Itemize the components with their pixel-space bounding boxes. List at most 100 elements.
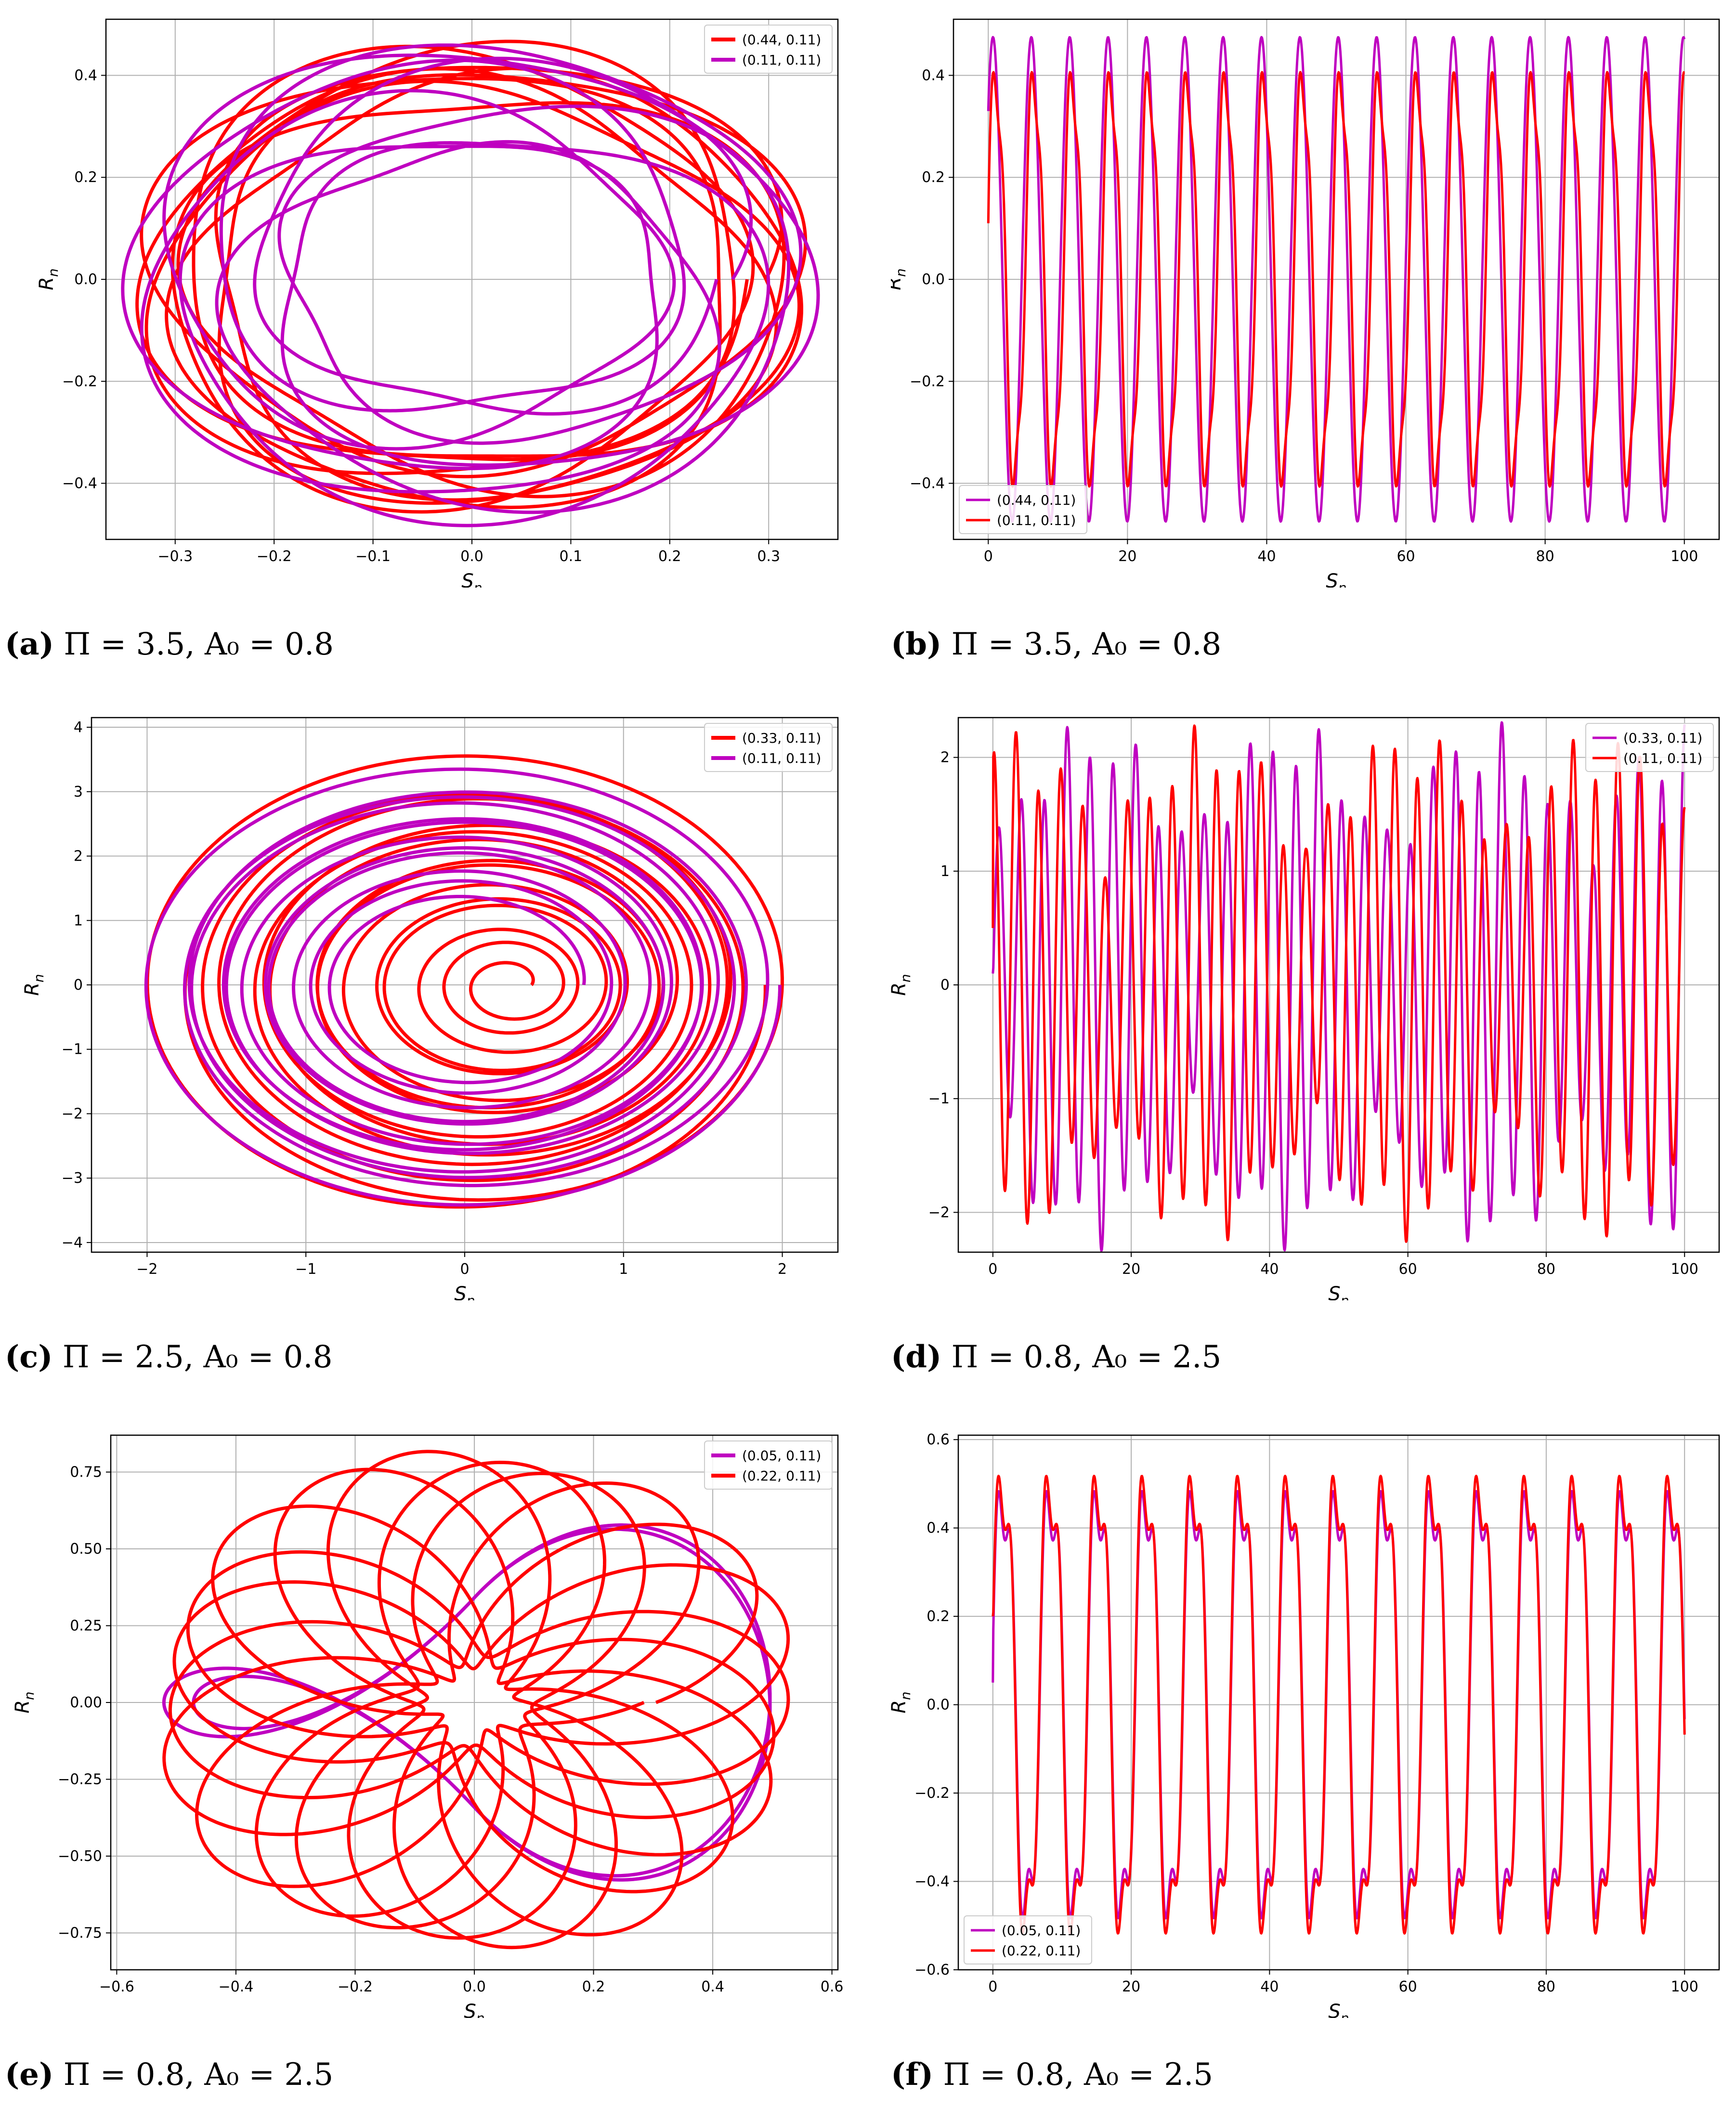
x-tick-label: 100 <box>1671 1261 1698 1278</box>
x-tick-label: −1 <box>295 1261 316 1278</box>
x-tick-label: −0.4 <box>218 1978 253 1995</box>
legend-label: (0.44, 0.11) <box>997 492 1076 508</box>
legend-label: (0.11, 0.11) <box>742 750 821 766</box>
x-tick-label: 20 <box>1118 548 1136 565</box>
y-tick-label: −0.25 <box>58 1771 102 1788</box>
legend-label: (0.11, 0.11) <box>1623 750 1702 766</box>
legend: (0.05, 0.11) (0.22, 0.11) <box>964 1915 1092 1964</box>
caption-f-text: Π = 0.8, A₀ = 2.5 <box>943 2057 1213 2093</box>
legend-label: (0.33, 0.11) <box>742 730 821 746</box>
series-line-2 <box>144 767 782 1207</box>
x-tick-label: 0.2 <box>582 1978 605 1995</box>
series-group <box>992 1475 1686 1935</box>
series-group <box>121 39 820 527</box>
x-tick-label: 100 <box>1671 1978 1698 1995</box>
y-axis-label: Rn <box>12 1691 37 1714</box>
caption-b: (b) Π = 3.5, A₀ = 0.8 <box>891 626 1221 662</box>
caption-d-tag: (d) <box>891 1339 942 1375</box>
legend-label: (0.44, 0.11) <box>742 32 821 48</box>
y-tick-label: 0.2 <box>922 169 945 186</box>
chart-c: −2 −1 0 1 2 −4 −3 −2 −1 0 1 2 3 4 Sn Rn (0.33, 0.11) (0.1… <box>10 708 848 1300</box>
chart-f: 0 20 40 60 80 100 −0.6 −0.4 −0.2 0.0 0.2 0.4 0.6 Sn Rn… <box>891 1426 1729 2018</box>
y-tick-label: 0.0 <box>74 271 97 288</box>
legend-label: (0.22, 0.11) <box>1002 1943 1081 1959</box>
caption-c: (c) Π = 2.5, A₀ = 0.8 <box>5 1339 332 1375</box>
legend: (0.33, 0.11) (0.11, 0.11) <box>704 723 833 772</box>
y-tick-label: 3 <box>74 784 83 800</box>
series-group <box>992 721 1686 1252</box>
x-tick-label: 0 <box>984 548 993 565</box>
x-tick-label: 0.0 <box>460 548 483 565</box>
y-tick-label: 4 <box>74 719 83 736</box>
y-axis-label: Rn <box>36 268 61 290</box>
y-tick-label: −0.50 <box>58 1848 102 1865</box>
y-tick-label: −3 <box>62 1170 83 1187</box>
chart-d-svg: 0 20 40 60 80 100 −2 −1 0 1 2 Sn Rn (0.33, 0.11) (0.11… <box>891 717 1720 1300</box>
x-tick-label: 80 <box>1537 1261 1555 1278</box>
y-tick-label: 0.0 <box>927 1697 950 1714</box>
y-tick-label: 0 <box>74 977 83 994</box>
y-tick-label: 0.50 <box>70 1541 102 1558</box>
caption-b-tag: (b) <box>891 626 942 662</box>
caption-c-text: Π = 2.5, A₀ = 0.8 <box>62 1339 333 1375</box>
caption-a-text: Π = 3.5, A₀ = 0.8 <box>64 627 334 662</box>
legend: (0.44, 0.11) (0.11, 0.11) <box>704 25 833 74</box>
y-axis-label: Rn <box>891 268 909 290</box>
y-tick-label: 1 <box>940 863 950 880</box>
caption-f-tag: (f) <box>891 2056 934 2093</box>
y-tick-label: 2 <box>940 749 950 766</box>
y-tick-label: −0.4 <box>62 475 97 492</box>
caption-c-tag: (c) <box>5 1339 53 1375</box>
chart-c-svg: −2 −1 0 1 2 −4 −3 −2 −1 0 1 2 3 4 Sn Rn (0.33, 0.11) (0.1… <box>21 717 839 1300</box>
y-tick-label: 0.2 <box>927 1608 950 1625</box>
caption-e: (e) Π = 0.8, A₀ = 2.5 <box>5 2056 333 2093</box>
x-tick-label: 60 <box>1399 1978 1417 1995</box>
x-tick-label: 0.1 <box>560 548 583 565</box>
series-line-1 <box>162 1523 772 1882</box>
x-tick-label: 0 <box>988 1261 997 1278</box>
chart-e-svg: −0.6 −0.4 −0.2 0.0 0.2 0.4 0.6 −0.75 −0.50 −0.25 0… <box>12 1434 844 2018</box>
x-tick-label: 1 <box>619 1261 628 1278</box>
caption-e-tag: (e) <box>5 2056 54 2093</box>
x-tick-label: −0.3 <box>157 548 193 565</box>
x-tick-label: −0.1 <box>355 548 391 565</box>
caption-f: (f) Π = 0.8, A₀ = 2.5 <box>891 2056 1213 2093</box>
x-tick-label: 40 <box>1260 1261 1279 1278</box>
x-axis-label: Sn <box>1326 570 1346 588</box>
y-tick-label: 0.4 <box>922 67 945 84</box>
y-tick-label: 2 <box>74 848 83 865</box>
legend-box <box>704 723 833 772</box>
x-tick-label: 2 <box>778 1261 787 1278</box>
y-tick-label: −0.2 <box>914 1785 950 1802</box>
x-tick-label: 40 <box>1257 548 1276 565</box>
legend-box <box>1585 723 1714 772</box>
caption-d-text: Π = 0.8, A₀ = 2.5 <box>951 1339 1222 1375</box>
caption-a: (a) Π = 3.5, A₀ = 0.8 <box>5 626 334 662</box>
y-tick-label: −0.2 <box>62 373 97 390</box>
chart-d: 0 20 40 60 80 100 −2 −1 0 1 2 Sn Rn (0.33, 0.11) (0.11… <box>891 708 1729 1300</box>
x-tick-label: 0.4 <box>701 1978 724 1995</box>
y-tick-label: 0.25 <box>70 1618 102 1635</box>
y-axis-label: Rn <box>21 974 47 996</box>
x-tick-label: −0.6 <box>99 1978 134 1995</box>
legend-box <box>959 485 1087 534</box>
legend-box <box>704 1440 833 1490</box>
series-line-1 <box>987 36 1686 523</box>
x-tick-label: 0.6 <box>821 1978 844 1995</box>
y-tick-label: 1 <box>74 912 83 929</box>
legend: (0.33, 0.11) (0.11, 0.11) <box>1585 723 1714 772</box>
chart-a-svg: −0.3 −0.2 −0.1 0.0 0.1 0.2 0.3 −0.4 −0.2 0.0 0.2 0.… <box>36 18 839 588</box>
x-tick-label: 80 <box>1536 548 1554 565</box>
y-tick-label: 0.4 <box>74 67 97 84</box>
y-tick-label: −0.6 <box>914 1962 950 1978</box>
series-line-2 <box>992 1475 1686 1935</box>
x-tick-label: 40 <box>1260 1978 1279 1995</box>
y-tick-label: 0.2 <box>74 169 97 186</box>
x-tick-label: 0.0 <box>463 1978 486 1995</box>
x-tick-label: −0.2 <box>257 548 292 565</box>
x-tick-label: 0 <box>460 1261 469 1278</box>
legend-label: (0.05, 0.11) <box>742 1448 821 1464</box>
series-group <box>987 36 1686 523</box>
y-tick-label: −0.4 <box>914 1873 950 1890</box>
x-axis-label: Sn <box>1328 2001 1349 2018</box>
